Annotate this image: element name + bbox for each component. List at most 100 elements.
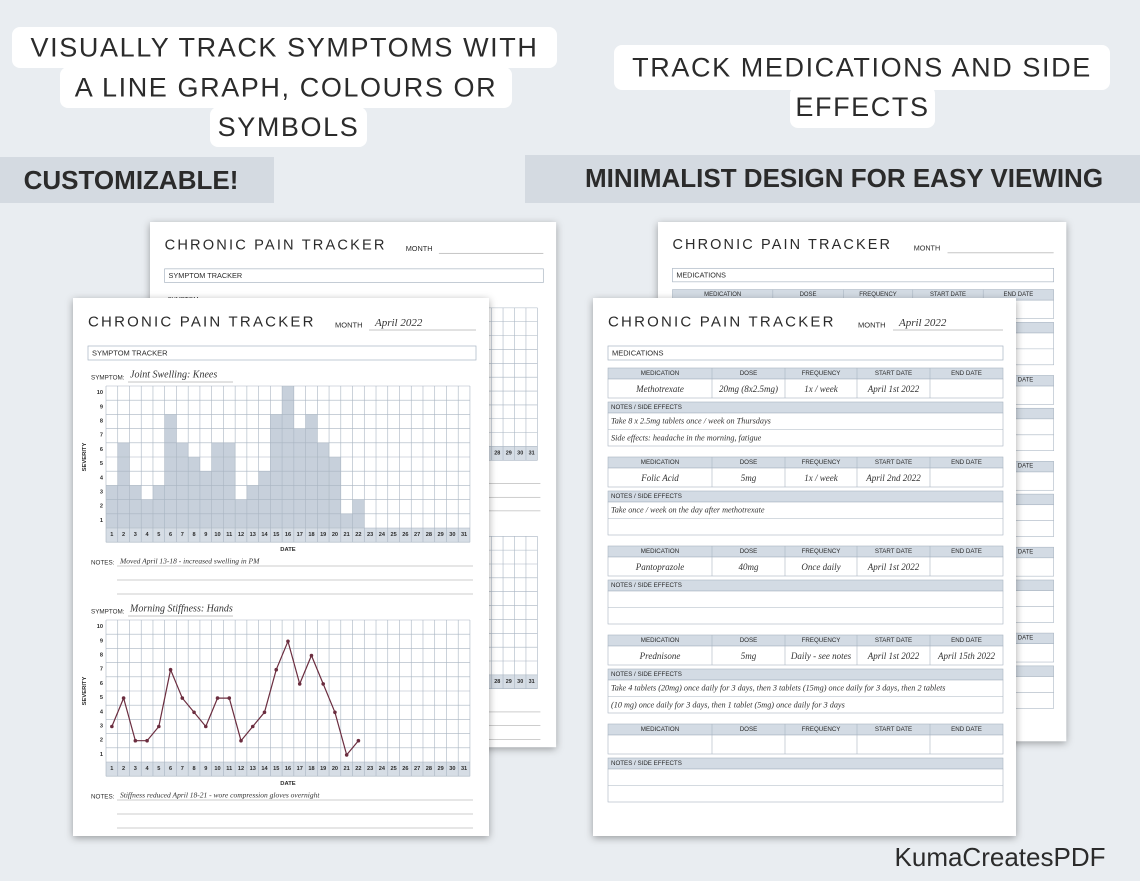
x-axis-label: DATE [280,781,295,787]
column-header: DOSE [740,726,758,733]
cell-value: Pantoprazole [635,562,685,572]
point [321,682,325,686]
day-label: 14 [261,766,268,772]
day-label: 12 [238,766,244,772]
note: Take 4 tablets (20mg) once daily for 3 d… [611,684,945,693]
column-header: END DATE [1004,292,1034,298]
day-label: 1 [110,532,113,538]
day-label: 31 [529,679,535,685]
day-label: 10 [214,766,220,772]
level-label: 5 [100,695,103,701]
column-header: FREQUENCY [802,637,841,644]
column-header: MEDICATION [704,292,741,298]
cell-value: Daily - see notes [790,651,852,661]
point [192,710,196,715]
column-header: START DATE [875,370,912,377]
level-label: 6 [100,447,103,453]
sheet-title: CHRONIC PAIN TRACKER [165,237,387,253]
point [274,667,279,672]
day-label: 1 [110,766,113,772]
day-label: 31 [461,532,467,538]
day-label: 24 [379,532,386,538]
day-label: 26 [402,766,408,772]
data-row [607,556,1004,577]
day-label: 16 [285,532,291,538]
day-label: 22 [355,532,361,538]
point [110,724,114,729]
point [262,710,267,715]
point [239,738,243,743]
notes-label: NOTES / SIDE EFFECTS [611,760,682,767]
day-label: 3 [134,766,137,772]
day-label: 30 [449,532,455,538]
day-label: 30 [517,679,523,685]
cell-value: April 15th 2022 [937,651,996,661]
section-title: SYMPTOM TRACKER [169,271,243,280]
column-header: START DATE [875,726,912,733]
column-header: END DATE [951,459,982,466]
column-header: FREQUENCY [859,292,896,298]
cell-value: April 2nd 2022 [865,473,921,483]
data-row [607,378,1004,399]
column-header: START DATE [930,292,966,298]
symptom-label: SYMPTOM: [91,375,125,382]
sheet-title: CHRONIC PAIN TRACKER [88,314,316,331]
day-label: 12 [238,532,244,538]
day-label: 28 [494,450,500,456]
day-label: 15 [273,766,279,772]
day-label: 19 [320,766,326,772]
day-label: 4 [146,766,150,772]
day-label: 21 [344,532,350,538]
level-label: 8 [100,419,103,425]
column-header: FREQUENCY [802,459,841,466]
day-label: 27 [414,532,420,538]
level-label: 10 [97,624,103,630]
bar [246,485,259,528]
banner-box [614,45,1110,90]
note: Take 8 x 2.5mg tablets once / week on Th… [611,417,771,426]
day-label: 30 [449,766,455,772]
column-header: END DATE [951,548,982,555]
day-label: 28 [426,766,432,772]
day-label: 5 [157,766,160,772]
column-header: START DATE [875,459,912,466]
notes-label: NOTES / SIDE EFFECTS [611,582,682,589]
day-label: 14 [261,532,268,538]
point [180,696,185,700]
bar [106,485,118,528]
cell-value: 20mg (8x2.5mg) [719,384,778,394]
day-label: 9 [204,532,207,538]
month-label: MONTH [335,321,363,330]
day-label: 20 [332,532,338,538]
day-label: 29 [506,679,512,685]
tag-text: MINIMALIST DESIGN FOR EASY VIEWING [585,163,1103,193]
day-label: 31 [461,766,467,772]
point [309,653,314,658]
point [333,710,337,715]
level-label: 7 [100,433,103,439]
day-label: 9 [204,766,207,772]
day-label: 18 [308,766,314,772]
level-label: 5 [100,461,103,467]
level-label: 9 [100,638,103,644]
day-label: 17 [297,766,303,772]
point [344,753,349,757]
day-label: 11 [226,766,232,772]
day-label: 17 [297,532,303,538]
notes-label: NOTES: [91,794,115,801]
month-label: MONTH [914,244,940,253]
day-row [106,762,470,777]
cell-value: 5mg [741,473,757,483]
month-label: MONTH [858,321,886,330]
point [145,738,149,743]
banner-box [790,86,935,128]
level-label: 3 [100,490,103,496]
day-label: 6 [169,766,172,772]
day-label: 8 [192,766,195,772]
cell-value: 5mg [741,651,757,661]
day-label: 4 [146,532,150,538]
note: Side effects: headache in the morning, f… [611,434,762,443]
banner-text: SYMBOLS [218,112,360,142]
section-box [164,268,544,283]
